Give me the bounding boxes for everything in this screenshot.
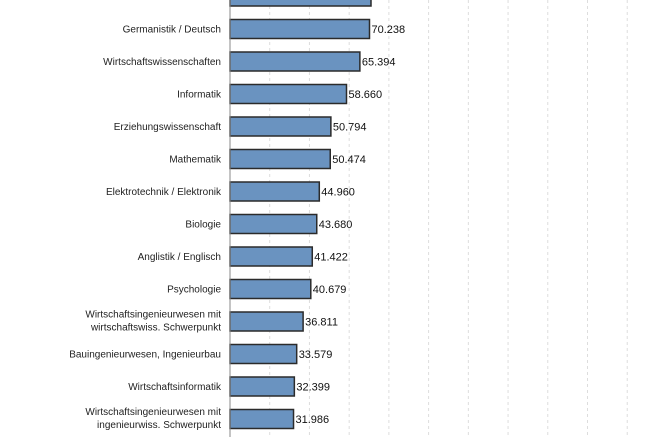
category-label: Informatik	[177, 90, 222, 101]
bars	[229, 0, 372, 430]
value-label: 50.474	[332, 154, 366, 166]
bar	[229, 181, 321, 202]
bar	[229, 343, 298, 365]
bar	[229, 0, 372, 7]
category-label: Wirtschaftsingenieurwesen mit ingenieurwi…	[85, 407, 221, 431]
bar	[229, 408, 295, 430]
category-label: Bauingenieurwesen, Ingenieurbau	[69, 350, 221, 361]
bar	[229, 18, 371, 40]
bar	[229, 246, 314, 267]
value-label: 65.394	[362, 57, 396, 69]
value-label: 36.811	[305, 317, 338, 329]
bar	[229, 311, 304, 332]
category-label: Wirtschaftsingenieurwesen mit wirtschafts…	[85, 310, 221, 334]
value-label: 50.794	[333, 122, 367, 134]
category-label: Wirtschaftsinformatik	[128, 382, 222, 393]
category-label: Erziehungswissenschaft	[114, 122, 221, 133]
value-label: 32.399	[296, 382, 330, 394]
bar	[229, 213, 318, 235]
bar	[229, 376, 296, 397]
category-label: Anglistik / Englisch	[138, 252, 221, 263]
value-labels: 70.238 65.394 58.660 50.794 50.474 44.960 43.6…	[296, 24, 406, 426]
category-label: Psychologie	[167, 285, 221, 296]
value-label: 58.660	[349, 89, 383, 101]
category-labels: Germanistik / Deutsch Wirtschaftswissensc…	[69, 25, 222, 432]
value-label: 44.960	[321, 187, 355, 199]
category-label: Mathematik	[169, 155, 222, 166]
category-label: Elektrotechnik / Elektronik	[106, 187, 222, 198]
bar	[229, 116, 332, 137]
bar	[229, 278, 312, 300]
category-label: Biologie	[185, 220, 221, 231]
value-label: 31.986	[296, 414, 330, 426]
value-label: 43.680	[319, 219, 353, 231]
bar	[229, 83, 348, 105]
category-label: Wirtschaftswissenschaften	[103, 57, 221, 68]
value-label: 41.422	[314, 252, 348, 264]
value-label: 70.238	[372, 24, 406, 36]
category-label: Germanistik / Deutsch	[123, 25, 221, 36]
value-label: 40.679	[313, 284, 347, 296]
value-label: 33.579	[299, 349, 333, 361]
bar	[229, 51, 361, 72]
bar	[229, 148, 331, 170]
